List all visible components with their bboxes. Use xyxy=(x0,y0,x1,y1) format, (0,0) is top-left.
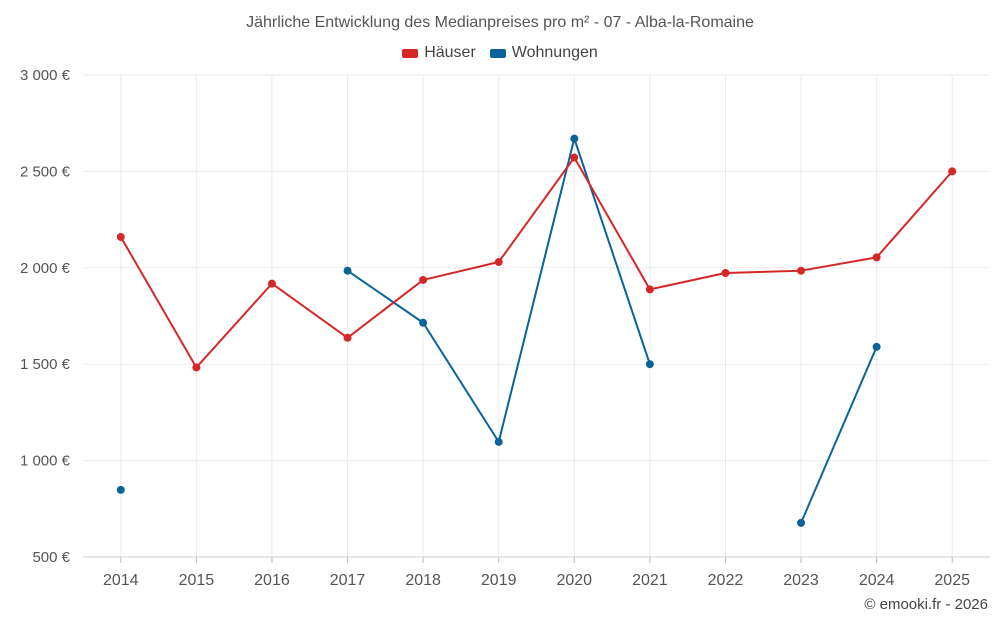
data-point-haeuser-2014 xyxy=(116,232,125,241)
y-tick-label: 1 000 € xyxy=(20,453,71,470)
legend-swatch-wohnungen xyxy=(489,48,506,58)
x-tick-label: 2015 xyxy=(179,572,215,589)
y-tick-label: 3 000 € xyxy=(20,67,71,84)
legend-swatch-haeuser xyxy=(402,48,419,58)
data-point-haeuser-2015 xyxy=(192,363,201,372)
data-point-haeuser-2020 xyxy=(570,153,579,162)
x-tick-label: 2020 xyxy=(556,572,592,589)
data-point-haeuser-2018 xyxy=(419,275,428,284)
legend-label-wohnungen: Wohnungen xyxy=(511,44,598,61)
x-tick-label: 2014 xyxy=(103,572,139,589)
data-point-haeuser-2023 xyxy=(797,266,806,275)
y-tick-label: 1 500 € xyxy=(20,356,71,373)
data-point-wohnungen-2017 xyxy=(343,266,352,275)
x-tick-label: 2019 xyxy=(481,572,517,589)
legend-item-haeuser[interactable]: Häuser xyxy=(402,44,476,62)
data-point-haeuser-2021 xyxy=(645,285,654,294)
data-point-wohnungen-2018 xyxy=(419,318,428,327)
y-tick-label: 2 500 € xyxy=(20,163,71,180)
data-point-wohnungen-2019 xyxy=(494,437,503,446)
x-tick-label: 2025 xyxy=(934,572,970,589)
data-point-haeuser-2017 xyxy=(343,333,352,342)
x-tick-label: 2021 xyxy=(632,572,668,589)
data-point-wohnungen-2021 xyxy=(645,360,654,369)
copyright-note: © emooki.fr - 2026 xyxy=(864,596,988,613)
x-tick-label: 2022 xyxy=(708,572,744,589)
data-point-haeuser-2024 xyxy=(872,253,881,262)
x-tick-label: 2018 xyxy=(405,572,441,589)
legend-item-wohnungen[interactable]: Wohnungen xyxy=(489,44,598,62)
data-point-wohnungen-2023 xyxy=(797,518,806,527)
data-point-haeuser-2025 xyxy=(948,167,957,176)
chart-title: Jährliche Entwicklung des Medianpreises … xyxy=(246,14,754,31)
y-tick-label: 500 € xyxy=(32,549,70,566)
legend-label-haeuser: Häuser xyxy=(424,44,476,61)
data-point-haeuser-2022 xyxy=(721,269,730,278)
data-point-wohnungen-2024 xyxy=(872,342,881,351)
data-point-haeuser-2016 xyxy=(267,279,276,288)
series-line-haeuser xyxy=(119,156,953,369)
data-point-haeuser-2019 xyxy=(494,258,503,267)
data-point-wohnungen-2020 xyxy=(570,134,579,143)
legend: Häuser Wohnungen xyxy=(0,44,1000,62)
series-line-wohnungen xyxy=(800,346,878,524)
x-tick-label: 2024 xyxy=(859,572,895,589)
x-tick-label: 2023 xyxy=(783,572,819,589)
x-tick-label: 2017 xyxy=(330,572,366,589)
data-point-wohnungen-2014 xyxy=(116,485,125,494)
x-tick-label: 2016 xyxy=(254,572,290,589)
y-tick-label: 2 000 € xyxy=(20,260,71,277)
